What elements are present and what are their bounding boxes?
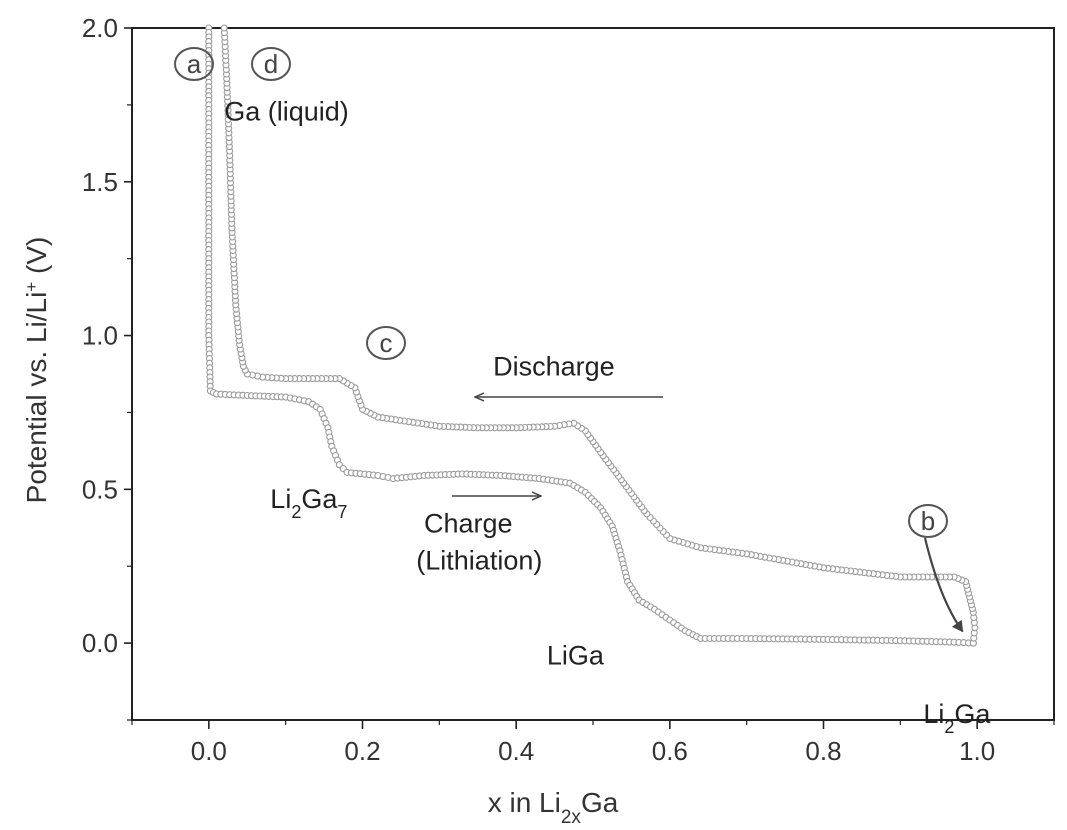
x-axis-title-sub: 2x xyxy=(561,807,582,828)
circled-label-b-text: b xyxy=(921,506,935,536)
annotation-2: Charge xyxy=(424,508,513,538)
x-tick-label: 0.6 xyxy=(652,736,688,766)
point-b-arrow xyxy=(923,537,964,633)
y-tick-label: 0.5 xyxy=(82,474,118,504)
annotation-layer: Ga (liquid) Discharge Charge (Lithiation) Li… xyxy=(224,96,991,737)
annotation-4: LiGa xyxy=(547,641,605,671)
circled-label-b: b xyxy=(908,504,948,538)
series-discharge xyxy=(220,24,979,647)
x-axis-title: x in Li2xGa xyxy=(488,787,619,828)
circled-label-c-text: c xyxy=(380,328,393,358)
y-axis: 0.0 0.5 1.0 1.5 2.0 xyxy=(82,13,132,721)
x-axis-title-main: x in Li xyxy=(488,787,561,818)
circled-label-d-text: d xyxy=(264,49,278,79)
circled-label-c: c xyxy=(366,326,406,360)
x-tick-label: 0.0 xyxy=(191,736,227,766)
circled-label-a: a xyxy=(174,47,214,81)
circled-label-d: d xyxy=(251,47,291,81)
circled-label-a-text: a xyxy=(187,49,202,79)
x-tick-label: 0.2 xyxy=(344,736,380,766)
x-axis-title-tail: Ga xyxy=(581,787,619,818)
series-layer xyxy=(205,24,979,647)
y-tick-label: 0.0 xyxy=(82,628,118,658)
y-axis-title-sup: + xyxy=(22,282,41,292)
annotation-1: Discharge xyxy=(493,352,615,382)
series-charge xyxy=(205,24,977,647)
annotation-6: Li2Ga xyxy=(923,699,991,737)
x-tick-label: 0.4 xyxy=(498,736,534,766)
y-axis-title-tail: (V) xyxy=(21,237,52,282)
y-axis-title-main: Potential vs. Li/Li xyxy=(21,292,52,504)
x-tick-label: 1.0 xyxy=(959,736,995,766)
y-axis-title: Potential vs. Li/Li+ (V) xyxy=(21,237,52,504)
annotation-5: Li2Ga7 xyxy=(270,484,347,522)
x-axis: 0.0 0.2 0.4 0.6 0.8 1.0 xyxy=(131,720,1055,766)
data-point xyxy=(220,24,228,32)
y-tick-label: 1.0 xyxy=(82,321,118,351)
annotation-3: (Lithiation) xyxy=(416,545,542,575)
y-tick-label: 1.5 xyxy=(82,167,118,197)
y-tick-label: 2.0 xyxy=(82,13,118,43)
x-tick-label: 0.8 xyxy=(805,736,841,766)
annotation-0: Ga (liquid) xyxy=(224,96,349,126)
